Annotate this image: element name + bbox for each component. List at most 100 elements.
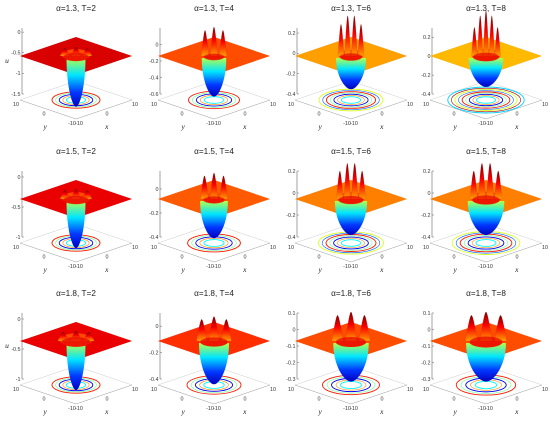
x-tick-label: 0 <box>244 255 247 261</box>
y-tick-label: -10 <box>206 406 214 412</box>
y-axis-label: y <box>43 265 48 274</box>
z-tick-label: -0.4 <box>421 235 430 241</box>
contour-ring <box>458 90 514 110</box>
y-tick-label: 10 <box>151 387 157 393</box>
peak-spike <box>221 319 232 342</box>
x-tick-label: 10 <box>542 245 548 251</box>
subplot-8: α=1.5, T=8 0.2 0 -0.2 -0.4 10 0 -10 -10 0 10 y x <box>421 147 548 274</box>
peak-rim <box>338 195 364 205</box>
box-front-edge <box>19 99 133 120</box>
x-axis-label: x <box>379 265 384 274</box>
z-tick-label: 0 <box>428 327 431 333</box>
x-tick-label: 10 <box>542 102 548 108</box>
x-tick-label: -10 <box>485 121 493 127</box>
peak-rim <box>339 53 363 61</box>
subplot-5: α=1.5, T=2 0 -0.5 -1 10 0 -10 -10 0 10 y x <box>11 147 138 274</box>
x-tick-label: 10 <box>132 245 138 251</box>
subplot-2: α=1.3, T=4 0 -0.2 -0.4 -0.6 10 0 -10 -10 0 10 y x <box>149 4 276 131</box>
y-tick-label: 10 <box>151 245 157 251</box>
x-axis-label: x <box>514 122 519 131</box>
peak-spike <box>488 15 495 57</box>
y-tick-label: 10 <box>423 245 429 251</box>
y-axis-label: y <box>318 265 323 274</box>
x-tick-label: -10 <box>213 121 221 127</box>
x-tick-label: 10 <box>542 387 548 393</box>
contour-ring <box>317 231 385 255</box>
contour-ring <box>471 237 501 249</box>
y-tick-label: -10 <box>343 406 351 412</box>
surface-trough <box>66 201 86 249</box>
z-tick-label: 0 <box>293 327 296 333</box>
y-tick-label: 10 <box>13 387 19 393</box>
z-tick-label: 0.1 <box>288 311 296 317</box>
surface-trough <box>336 58 366 90</box>
surface-trough <box>468 58 504 87</box>
z-tick-label: -0.1 <box>286 344 295 350</box>
y-tick-label: -10 <box>478 406 486 412</box>
x-tick-label: 10 <box>132 102 138 108</box>
subplot-title: α=1.5, T=2 <box>56 147 96 156</box>
box-front-edge <box>157 242 271 263</box>
peak-rim <box>203 53 225 61</box>
z-tick-label: -0.5 <box>11 51 20 57</box>
surface-trough <box>201 58 227 97</box>
peak-spike <box>201 30 209 57</box>
peak-spike <box>494 27 501 57</box>
z-tick-label: -1 <box>16 235 21 241</box>
peak-spike <box>477 15 484 57</box>
x-tick-label: -10 <box>75 121 83 127</box>
peak-spike <box>482 10 490 57</box>
z-tick-label: -0.3 <box>286 377 295 383</box>
peak-spike <box>345 311 357 342</box>
y-tick-label: 0 <box>318 255 321 261</box>
contour-ring <box>461 91 511 109</box>
z-tick-label: -0.2 <box>421 73 430 79</box>
contour-ring <box>451 87 521 113</box>
x-tick-label: 0 <box>381 397 384 403</box>
surface-trough <box>66 58 86 107</box>
z-tick-label: -0.4 <box>149 235 158 241</box>
contour-ring <box>472 95 500 105</box>
z-axis-label: u <box>5 56 9 65</box>
x-tick-label: -10 <box>350 121 358 127</box>
z-tick-label: 0 <box>156 42 159 48</box>
z-tick-label: 0.1 <box>423 311 431 317</box>
x-tick-label: -10 <box>485 264 493 270</box>
contour-ring <box>325 91 377 109</box>
subplot-title: α=1.8, T=8 <box>466 289 506 298</box>
subplot-12: α=1.8, T=8 0.1 0 -0.1 -0.2 -0.3 10 0 -10 -10 0 10 y x <box>421 289 548 416</box>
z-tick-label: -1.5 <box>11 92 20 98</box>
surface-trough <box>200 201 228 239</box>
contour-ring <box>447 86 525 114</box>
y-tick-label: 10 <box>151 102 157 108</box>
z-tick-label: 0.2 <box>288 169 296 175</box>
peak-spike <box>219 30 227 57</box>
x-tick-label: 0 <box>381 112 384 118</box>
peak-spike <box>336 170 344 200</box>
subplot-title: α=1.5, T=6 <box>331 147 371 156</box>
subplot-9: α=1.8, T=2 0 -0.5 -1 u 10 0 -10 -10 0 10 y x <box>5 289 138 416</box>
box-front-edge <box>429 242 543 263</box>
z-tick-label: 0.2 <box>423 35 431 41</box>
box-front-edge <box>294 242 408 263</box>
peak-spike <box>343 163 351 200</box>
y-axis-label: y <box>453 407 458 416</box>
x-tick-label: 10 <box>270 102 276 108</box>
z-tick-label: -0.2 <box>286 71 295 77</box>
contour-ring <box>340 239 362 247</box>
z-tick-label: 0 <box>18 175 21 181</box>
x-tick-label: 0 <box>516 255 519 261</box>
peak-spike <box>486 163 495 200</box>
z-tick-label: -0.4 <box>286 235 295 241</box>
x-tick-label: 10 <box>270 387 276 393</box>
z-tick-label: -0.2 <box>286 360 295 366</box>
z-tick-label: -0.4 <box>149 377 158 383</box>
z-tick-label: -0.4 <box>286 92 295 98</box>
surface-trough <box>466 343 506 382</box>
peak-spike <box>209 172 219 200</box>
y-tick-label: 10 <box>13 245 19 251</box>
z-axis-label: u <box>5 341 9 350</box>
peak-rim <box>63 52 89 62</box>
peak-rim <box>472 195 500 205</box>
